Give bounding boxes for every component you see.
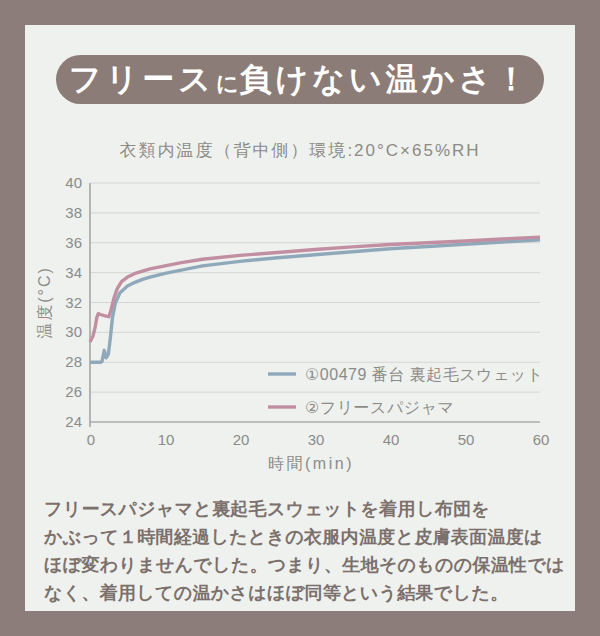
x-tick-label: 20	[233, 431, 250, 448]
description-line: ほぼ変わりませんでした。つまり、生地そのものの保温性では	[44, 551, 575, 579]
y-tick-label: 38	[65, 204, 82, 221]
legend-label: ②フリースパジャマ	[305, 399, 454, 416]
temperature-line-chart: 24 26 28 30 32 34 36 38 40 0 10 20 30 40 50 60 温度(°C) 時間(…	[25, 155, 575, 485]
series-line	[90, 237, 540, 342]
y-tick-label: 26	[65, 383, 82, 400]
headline-text-1: フリース	[69, 58, 215, 102]
y-tick-label: 34	[65, 264, 82, 281]
x-axis-title: 時間(min)	[268, 455, 354, 472]
description-line: フリースパジャマと裏起毛スウェットを着用し布団を	[44, 495, 575, 523]
headline-text-2: に	[216, 69, 239, 99]
y-axis-title: 温度(°C)	[36, 266, 53, 339]
page-background: フリース に 負けない温かさ！ 衣類内温度（背中側）環境:20°C×65%RH …	[0, 0, 600, 636]
x-tick-label: 10	[158, 431, 175, 448]
description-text: フリースパジャマと裏起毛スウェットを着用し布団を かぶって１時間経過したときの衣…	[44, 495, 575, 607]
y-tick-label: 28	[65, 353, 82, 370]
headline-text-3: 負けない温かさ！	[240, 58, 532, 102]
x-tick-label: 60	[533, 431, 550, 448]
y-tick-label: 36	[65, 234, 82, 251]
series-line	[90, 240, 540, 362]
x-tick-label: 40	[383, 431, 400, 448]
description-line: かぶって１時間経過したときの衣服内温度と皮膚表面温度は	[44, 523, 575, 551]
description-line: なく、着用しての温かさはほぼ同等という結果でした。	[44, 579, 575, 607]
y-tick-label: 24	[65, 413, 82, 430]
y-tick-label: 30	[65, 323, 82, 340]
legend-label: ①00479 番台 裏起毛スウェット	[305, 366, 544, 383]
chart-legend: ①00479 番台 裏起毛スウェット ②フリースパジャマ	[268, 366, 544, 416]
y-tick-label: 32	[65, 294, 82, 311]
chart-gridlines	[90, 183, 540, 392]
x-tick-label: 0	[87, 431, 95, 448]
headline-banner: フリース に 負けない温かさ！	[56, 55, 544, 104]
chart-series-lines	[90, 237, 540, 362]
x-tick-label: 30	[308, 431, 325, 448]
content-panel: フリース に 負けない温かさ！ 衣類内温度（背中側）環境:20°C×65%RH …	[25, 25, 575, 611]
y-tick-label: 40	[65, 174, 82, 191]
x-tick-label: 50	[458, 431, 475, 448]
chart-axes	[90, 183, 540, 427]
